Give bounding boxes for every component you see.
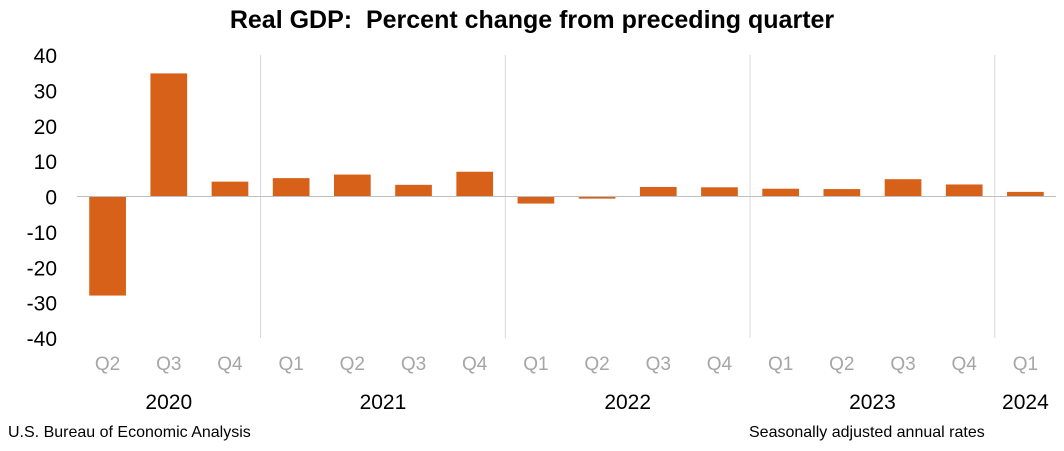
- bar: [272, 178, 310, 197]
- y-tick-label: 40: [34, 45, 57, 68]
- quarter-label: Q2: [829, 354, 854, 375]
- year-label: 2024: [1002, 391, 1049, 414]
- quarter-label: Q1: [1013, 354, 1038, 375]
- quarter-label: Q1: [523, 354, 548, 375]
- quarter-label: Q3: [646, 354, 671, 375]
- bar: [89, 196, 126, 296]
- bar: [884, 179, 922, 197]
- bar: [1007, 191, 1044, 197]
- bar: [701, 187, 738, 197]
- bar: [578, 196, 616, 199]
- y-tick-label: -20: [27, 257, 57, 280]
- y-tick-label: -10: [27, 222, 57, 245]
- quarter-label: Q2: [584, 354, 609, 375]
- quarter-label: Q4: [462, 354, 488, 375]
- quarter-label: Q1: [768, 354, 793, 375]
- quarter-label: Q4: [707, 354, 733, 375]
- bar: [395, 184, 432, 197]
- y-tick-label: -30: [27, 293, 57, 316]
- bar: [211, 181, 249, 197]
- y-tick-label: 0: [45, 187, 57, 210]
- year-label: 2023: [849, 391, 896, 414]
- quarter-label: Q4: [217, 354, 243, 375]
- quarter-label: Q3: [401, 354, 426, 375]
- y-tick-label: 10: [34, 151, 57, 174]
- bar: [150, 73, 188, 197]
- chart-title: Real GDP: Percent change from preceding …: [229, 6, 835, 34]
- year-label: 2022: [604, 391, 651, 414]
- y-tick-label: 30: [34, 80, 57, 103]
- year-label: 2021: [360, 391, 407, 414]
- year-label: 2020: [145, 391, 192, 414]
- bar: [823, 189, 861, 197]
- bar: [639, 186, 677, 197]
- y-tick-label: -40: [27, 328, 57, 351]
- quarter-label: Q3: [156, 354, 181, 375]
- quarter-label: Q4: [952, 354, 978, 375]
- bar: [333, 174, 371, 197]
- quarter-label: Q2: [340, 354, 365, 375]
- bar: [456, 171, 494, 197]
- quarter-label: Q3: [890, 354, 915, 375]
- source-note: U.S. Bureau of Economic Analysis: [8, 424, 251, 441]
- quarter-label: Q1: [278, 354, 303, 375]
- bar: [762, 188, 800, 197]
- bar: [517, 196, 555, 204]
- rates-note: Seasonally adjusted annual rates: [749, 424, 985, 441]
- y-tick-label: 20: [34, 116, 57, 139]
- bar: [945, 184, 983, 197]
- quarter-label: Q2: [95, 354, 120, 375]
